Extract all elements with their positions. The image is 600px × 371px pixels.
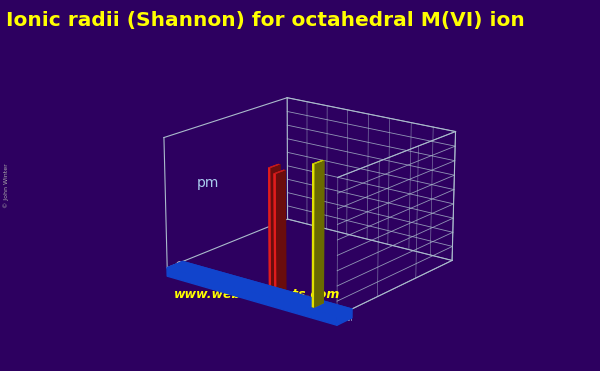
Text: Ionic radii (Shannon) for octahedral M(VI) ion: Ionic radii (Shannon) for octahedral M(V… <box>6 11 525 30</box>
Text: © John Winter: © John Winter <box>3 163 8 208</box>
